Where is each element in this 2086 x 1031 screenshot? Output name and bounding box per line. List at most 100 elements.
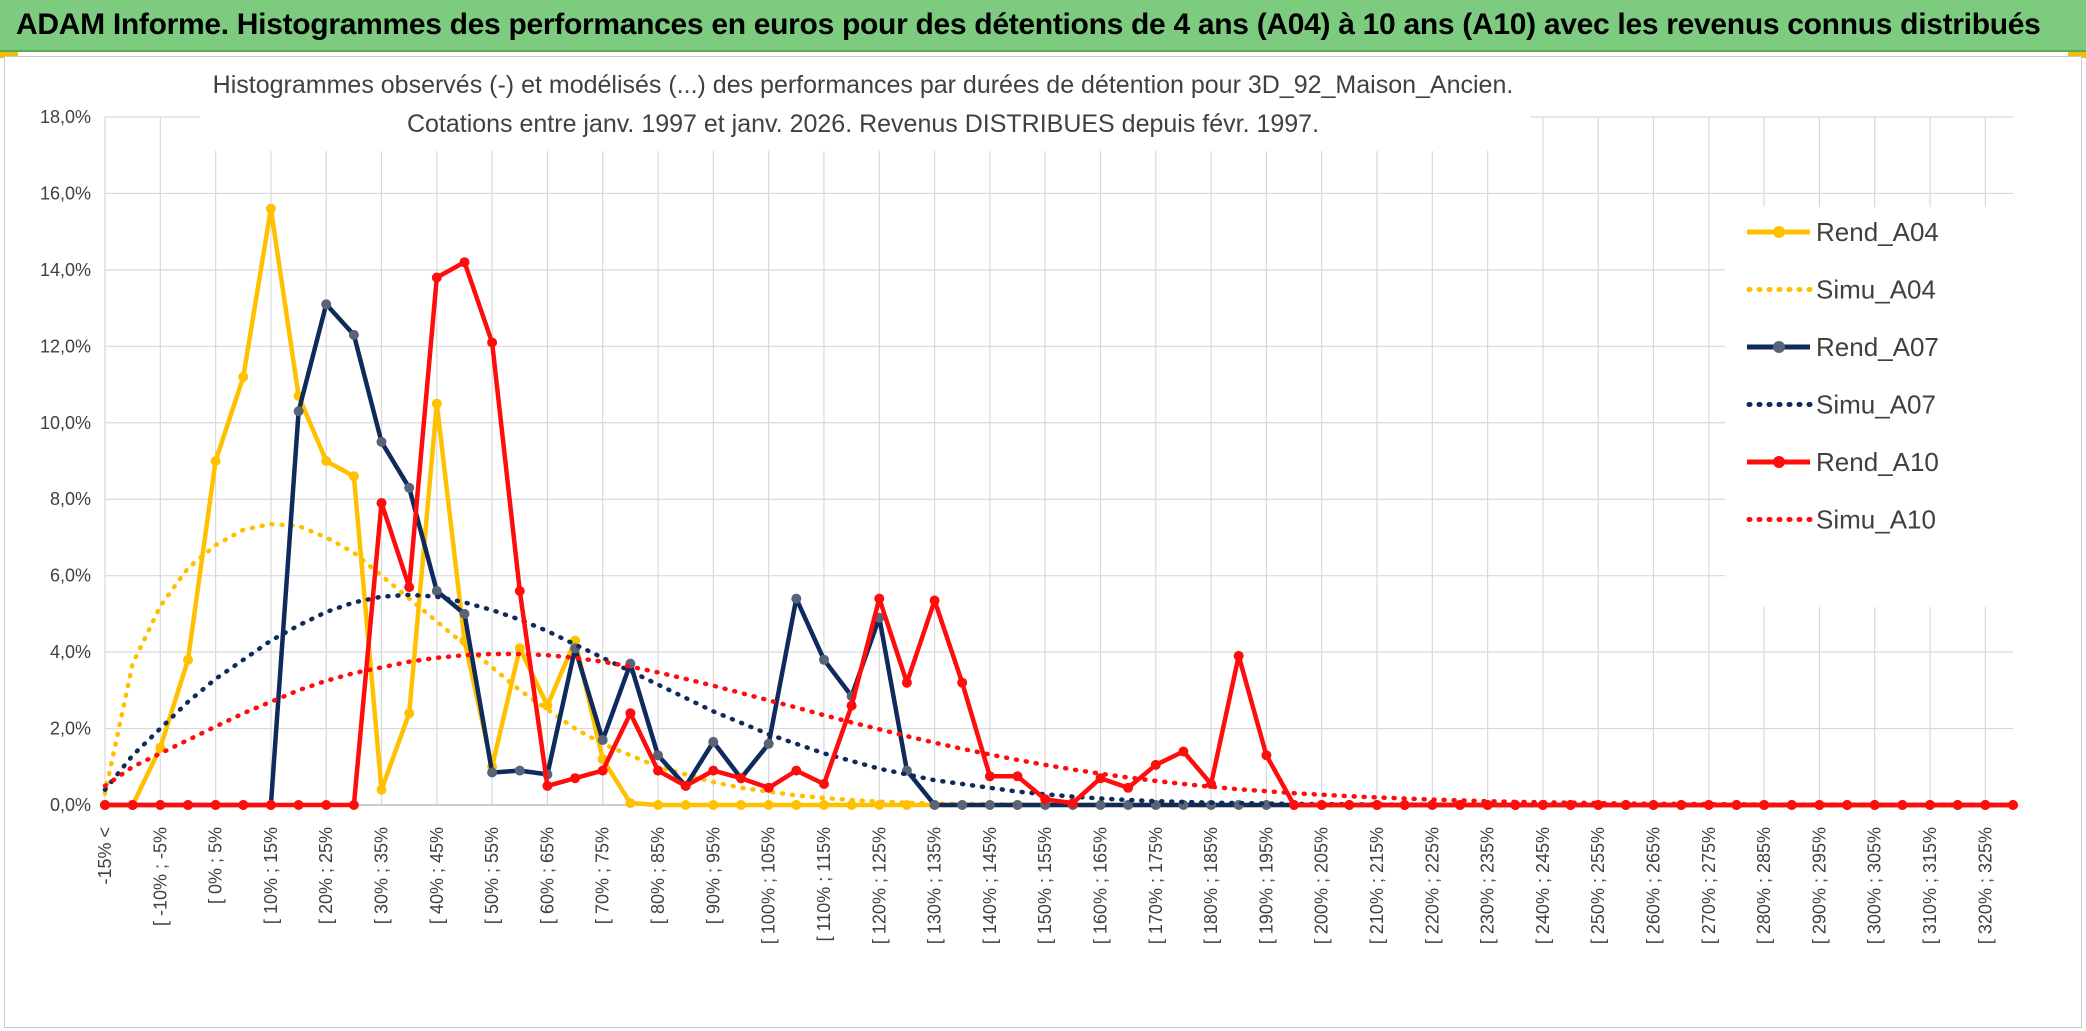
point-Rend_A04 xyxy=(625,798,636,809)
legend-item-Rend_A10: Rend_A10 xyxy=(1747,447,1939,477)
point-Rend_A10 xyxy=(348,800,359,810)
legend: Rend_A04 Simu_A04 Rend_A07 Simu_A07 Rend_A10… xyxy=(1725,207,2015,607)
point-Rend_A10 xyxy=(736,773,746,784)
point-Rend_A04 xyxy=(736,800,746,810)
corner-accent-right xyxy=(2068,52,2086,58)
point-Rend_A10 xyxy=(487,337,498,348)
point-Rend_A07 xyxy=(984,800,995,810)
legend-label: Rend_A07 xyxy=(1816,332,1939,362)
series-Simu_A10 xyxy=(102,651,2016,808)
legend-label: Simu_A10 xyxy=(1816,505,1936,535)
point-Rend_A10 xyxy=(2008,800,2018,810)
point-Rend_A10 xyxy=(1123,782,1134,793)
point-Rend_A04 xyxy=(155,742,166,753)
point-Rend_A10 xyxy=(321,800,332,810)
point-Rend_A10 xyxy=(984,771,995,782)
point-Rend_A10 xyxy=(1316,800,1327,810)
y-tick-label: 6,0% xyxy=(50,566,91,586)
x-tick-label: [ 160% ; 165% xyxy=(1090,827,1110,944)
point-Rend_A10 xyxy=(1814,800,1825,810)
x-tick-label: [ 80% ; 85% xyxy=(648,827,668,924)
point-Rend_A10 xyxy=(1952,800,1963,810)
point-Rend_A10 xyxy=(183,800,193,810)
point-Rend_A10 xyxy=(901,677,912,688)
point-Rend_A10 xyxy=(459,257,470,268)
point-Rend_A07 xyxy=(321,299,332,310)
x-tick-label: [ 180% ; 185% xyxy=(1201,827,1221,944)
legend-label: Rend_A04 xyxy=(1816,217,1939,247)
point-Rend_A04 xyxy=(653,800,663,810)
point-Rend_A04 xyxy=(846,800,857,810)
point-Rend_A04 xyxy=(570,635,581,646)
point-Rend_A10 xyxy=(819,779,829,789)
point-Rend_A07 xyxy=(459,608,470,619)
point-Rend_A10 xyxy=(265,800,276,810)
point-Rend_A04 xyxy=(680,800,691,810)
chart-area: 0,0% 2,0% 4,0% 6,0% 8,0% 10,0% 12,0% 14,0% 16,0%… xyxy=(4,56,2082,1028)
point-Rend_A10 xyxy=(1178,746,1189,757)
point-Rend_A07 xyxy=(431,586,442,596)
legend-item-Rend_A04: Rend_A04 xyxy=(1747,217,1939,247)
point-Rend_A10 xyxy=(127,800,138,810)
point-Rend_A07 xyxy=(1012,800,1023,810)
point-Rend_A10 xyxy=(570,773,581,784)
x-tick-label: [ 270% ; 275% xyxy=(1699,827,1719,944)
point-Rend_A10 xyxy=(293,800,304,810)
line-Simu_A07 xyxy=(102,592,2016,808)
point-Rend_A10 xyxy=(1289,800,1299,810)
point-Rend_A10 xyxy=(957,677,968,688)
point-Rend_A10 xyxy=(155,800,166,810)
corner-accent-left xyxy=(0,52,18,58)
x-tick-label: [ 220% ; 225% xyxy=(1422,827,1442,944)
line-Simu_A10 xyxy=(102,651,2016,808)
point-Rend_A10 xyxy=(1040,794,1051,805)
point-Rend_A04 xyxy=(404,708,415,719)
x-tick-label: [ 320% ; 325% xyxy=(1975,827,1995,944)
point-Rend_A04 xyxy=(210,456,221,466)
point-Rend_A10 xyxy=(100,800,110,810)
histogram-chart: 0,0% 2,0% 4,0% 6,0% 8,0% 10,0% 12,0% 14,0% 16,0%… xyxy=(40,59,2018,944)
point-Rend_A07 xyxy=(929,800,940,810)
x-tick-label: [ 100% ; 105% xyxy=(759,827,779,944)
x-tick-label: [ 0% ; 5% xyxy=(206,827,226,904)
line-Simu_A04 xyxy=(102,521,2016,808)
chart-title-line: Histogrammes observés (-) et modélisés (… xyxy=(213,71,1514,99)
x-tick-label: [ 290% ; 295% xyxy=(1809,827,1829,944)
point-Rend_A04 xyxy=(763,800,774,810)
point-Rend_A07 xyxy=(791,593,802,604)
legend-label: Simu_A07 xyxy=(1816,390,1936,420)
point-Rend_A04 xyxy=(238,371,249,382)
x-tick-label: [ 20% ; 25% xyxy=(316,827,336,924)
point-Rend_A04 xyxy=(431,398,442,409)
point-Rend_A10 xyxy=(1233,650,1244,661)
point-Rend_A10 xyxy=(1067,798,1078,809)
point-Rend_A10 xyxy=(1925,800,1935,810)
point-Rend_A07 xyxy=(653,750,663,761)
y-tick-label: 2,0% xyxy=(50,719,91,739)
x-tick-label: [ 280% ; 285% xyxy=(1754,827,1774,944)
x-tick-label: [ 210% ; 215% xyxy=(1367,827,1387,944)
chart-title-line: Cotations entre janv. 1997 et janv. 2026… xyxy=(407,110,1319,138)
report-title: ADAM Informe. Histogrammes des performan… xyxy=(16,8,2041,41)
point-Rend_A10 xyxy=(1261,750,1272,761)
x-tick-label: [ 120% ; 125% xyxy=(869,827,889,944)
y-tick-label: 4,0% xyxy=(50,642,91,662)
point-Rend_A10 xyxy=(874,593,885,604)
point-Rend_A04 xyxy=(265,203,276,214)
legend-label: Rend_A10 xyxy=(1816,447,1939,477)
legend-marker xyxy=(1773,341,1785,353)
point-Rend_A07 xyxy=(1095,800,1106,810)
point-Rend_A07 xyxy=(376,436,387,447)
point-Rend_A07 xyxy=(487,767,498,778)
point-Rend_A10 xyxy=(514,586,525,596)
point-Rend_A04 xyxy=(183,654,193,665)
legend-marker xyxy=(1773,456,1785,468)
x-tick-label: [ 30% ; 35% xyxy=(372,827,392,924)
x-tick-label: [ 10% ; 15% xyxy=(261,827,281,924)
point-Rend_A10 xyxy=(238,800,249,810)
header-banner: ADAM Informe. Histogrammes des performan… xyxy=(0,0,2086,52)
series-Simu_A04 xyxy=(102,521,2016,808)
chart-title-bg xyxy=(200,59,1530,151)
y-tick-label: 10,0% xyxy=(40,413,91,433)
series-Simu_A07 xyxy=(102,592,2016,808)
